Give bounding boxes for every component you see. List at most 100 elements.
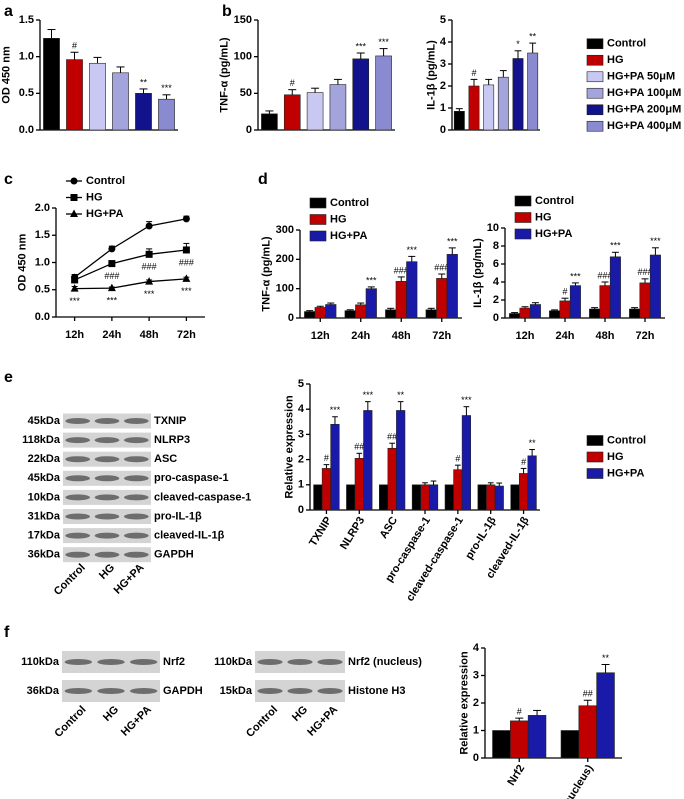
point: [182, 274, 191, 282]
y-tick-label: 2: [298, 454, 304, 466]
y-tick-label: 0: [493, 312, 499, 324]
lane-label: HG: [101, 704, 121, 724]
line: [74, 218, 187, 278]
point: [71, 276, 79, 284]
bar: [461, 415, 471, 511]
significance-label: ###: [179, 257, 194, 267]
legend-label: HG+PA 100μM: [607, 87, 681, 99]
molecular-weight: 110kDa: [214, 656, 253, 668]
bar: [494, 485, 504, 511]
y-tick-label: 0: [473, 752, 479, 764]
molecular-weight: 110kDa: [21, 656, 60, 668]
bar: [560, 730, 580, 759]
y-tick-label: 5: [298, 378, 304, 390]
y-tick-label: 4: [493, 276, 500, 288]
y-tick-label: 4: [298, 403, 305, 415]
blot-band: [65, 494, 90, 501]
legend-swatch: [309, 214, 327, 225]
bar: [321, 468, 331, 511]
bar: [325, 304, 337, 319]
legend-swatch: [586, 451, 604, 463]
significance-label: #: [562, 287, 567, 297]
blot-band: [129, 659, 158, 665]
panel-label: c: [4, 171, 13, 188]
significance-label: #: [455, 454, 460, 464]
x-tick-label: 72h: [432, 330, 451, 342]
y-tick-label: 3: [298, 428, 304, 440]
molecular-weight: 17kDa: [28, 530, 61, 542]
x-tick-label: 12h: [516, 330, 535, 342]
significance-label: #: [517, 707, 522, 717]
bar: [497, 76, 509, 131]
blot-band: [65, 532, 90, 539]
x-tick-label: 24h: [351, 330, 370, 342]
protein-label: pro-IL-1β: [154, 510, 202, 522]
significance-label: ###: [104, 271, 119, 281]
blot-band: [65, 551, 90, 558]
protein-label: pro-caspase-1: [154, 472, 229, 484]
point: [108, 245, 116, 253]
bar: [609, 256, 621, 319]
panel-label: e: [4, 369, 13, 386]
bar: [411, 484, 422, 511]
significance-label: ###: [597, 270, 612, 280]
legend-label: HG+PA 400μM: [607, 120, 681, 132]
bar: [420, 484, 430, 511]
blot-band: [94, 456, 120, 463]
y-tick-label: 1.0: [19, 51, 34, 63]
blot-band: [94, 551, 120, 558]
y-tick-label: 1.5: [19, 14, 34, 26]
x-tick-label: 48h: [140, 329, 159, 341]
bar: [363, 410, 373, 511]
bar: [66, 59, 83, 131]
blot-band: [124, 418, 149, 424]
legend-marker: [70, 177, 78, 185]
y-tick-label: 0: [246, 124, 252, 136]
significance-label: ###: [637, 267, 652, 277]
bar: [509, 313, 521, 319]
blot-band: [94, 475, 120, 482]
y-tick-label: 5: [440, 14, 446, 26]
legend-swatch: [586, 71, 604, 83]
bar: [387, 447, 397, 511]
legend-label: HG: [330, 213, 347, 225]
legend-label: Control: [86, 175, 125, 187]
bar: [306, 92, 324, 131]
significance-label: **: [529, 31, 537, 41]
bar: [527, 715, 547, 759]
y-axis-label: Relative expression: [283, 395, 295, 499]
y-tick-label: 6: [493, 258, 499, 270]
significance-label: ***: [69, 296, 80, 306]
blot-band: [94, 513, 120, 520]
panel-label: d: [258, 171, 268, 188]
legend-swatch: [514, 212, 532, 223]
blot-band: [97, 688, 125, 694]
bar: [89, 62, 106, 131]
x-tick-label: 72h: [636, 330, 655, 342]
protein-label: cleaved-IL-1β: [154, 530, 225, 542]
bar: [158, 98, 175, 131]
significance-label: #: [521, 457, 526, 467]
significance-label: ***: [107, 295, 118, 305]
x-tick-label: 12h: [65, 329, 84, 341]
legend-label: Control: [535, 195, 574, 207]
blot-band: [124, 456, 149, 463]
x-tick-label: 24h: [556, 330, 575, 342]
bar: [486, 484, 496, 511]
y-tick-label: 0: [298, 504, 304, 516]
bar: [313, 484, 323, 511]
point: [145, 250, 153, 258]
bar: [406, 261, 418, 319]
y-axis-label: TNF-α (pg/mL): [218, 37, 230, 113]
legend-label: HG+PA: [86, 208, 123, 220]
y-tick-label: 10: [487, 222, 499, 234]
y-tick-label: 3: [440, 58, 446, 70]
significance-label: ***: [181, 286, 192, 296]
bar: [578, 705, 597, 759]
significance-label: ***: [378, 37, 389, 47]
x-tick-label: 12h: [311, 330, 330, 342]
protein-label: Nrf2 (nucleus): [348, 656, 422, 668]
significance-label: ##: [387, 432, 397, 442]
blot-band: [124, 513, 149, 520]
bar: [365, 288, 377, 319]
